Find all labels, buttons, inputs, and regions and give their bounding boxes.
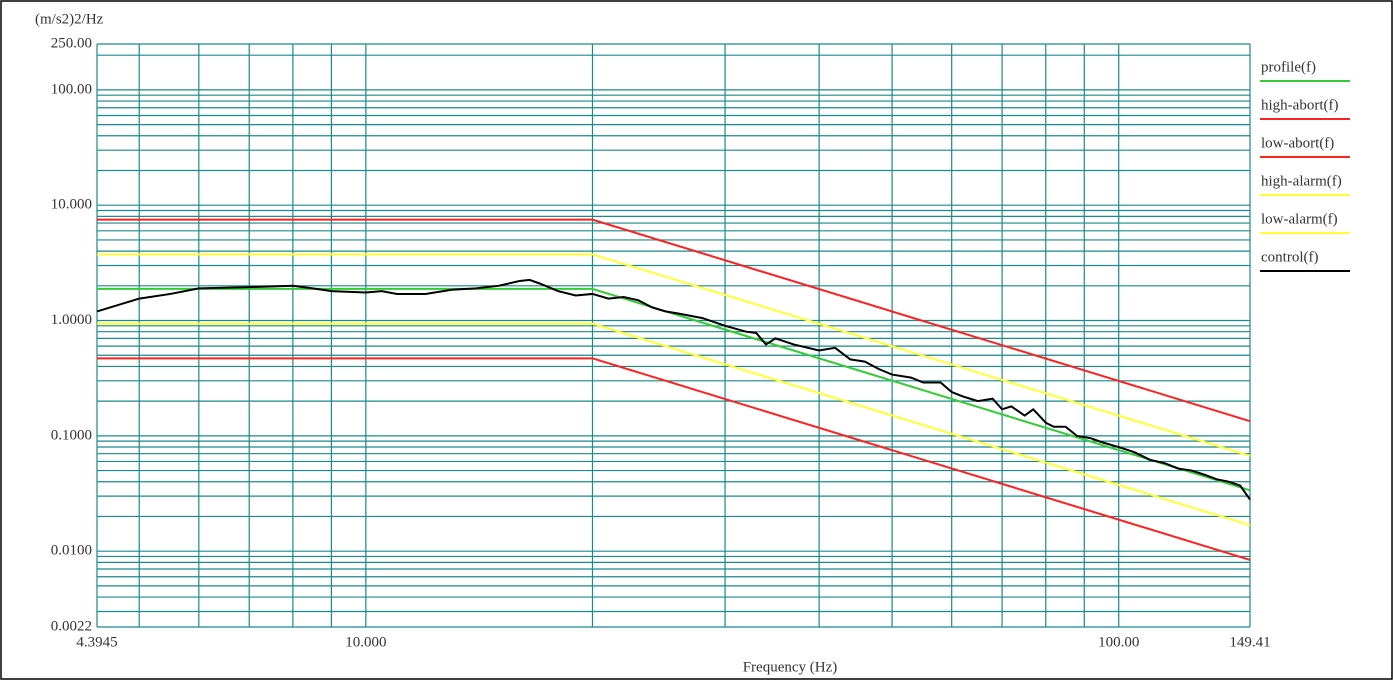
legend-label: high-alarm(f) [1261, 173, 1342, 189]
y-tick-label: 0.0022 [51, 618, 92, 634]
legend-label: control(f) [1261, 249, 1318, 265]
x-axis-label: Frequency (Hz) [743, 659, 838, 675]
series-line [96, 278, 1251, 501]
x-tick-label: 4.3945 [76, 634, 117, 650]
x-tick-label: 149.41 [1229, 634, 1270, 650]
legend-label: low-alarm(f) [1261, 211, 1338, 227]
y-tick-label: 0.1000 [51, 427, 92, 443]
series-line [97, 253, 1251, 457]
y-tick-label: 10.000 [51, 197, 92, 213]
y-tick-label: 100.00 [51, 81, 92, 97]
x-tick-label: 10.000 [345, 634, 386, 650]
series-line [97, 218, 1251, 423]
series-line [97, 322, 1251, 527]
y-axis-label: (m/s2)2/Hz [35, 11, 104, 27]
y-tick-label: 1.0000 [51, 312, 92, 328]
series-line [97, 287, 1251, 492]
series-line [97, 357, 1251, 561]
legend-label: profile(f) [1261, 59, 1316, 75]
y-tick-label: 250.00 [51, 35, 92, 51]
legend-label: low-abort(f) [1261, 135, 1334, 151]
legend-label: high-abort(f) [1261, 97, 1338, 113]
y-tick-label: 0.0100 [51, 543, 92, 559]
x-tick-label: 100.00 [1098, 634, 1139, 650]
